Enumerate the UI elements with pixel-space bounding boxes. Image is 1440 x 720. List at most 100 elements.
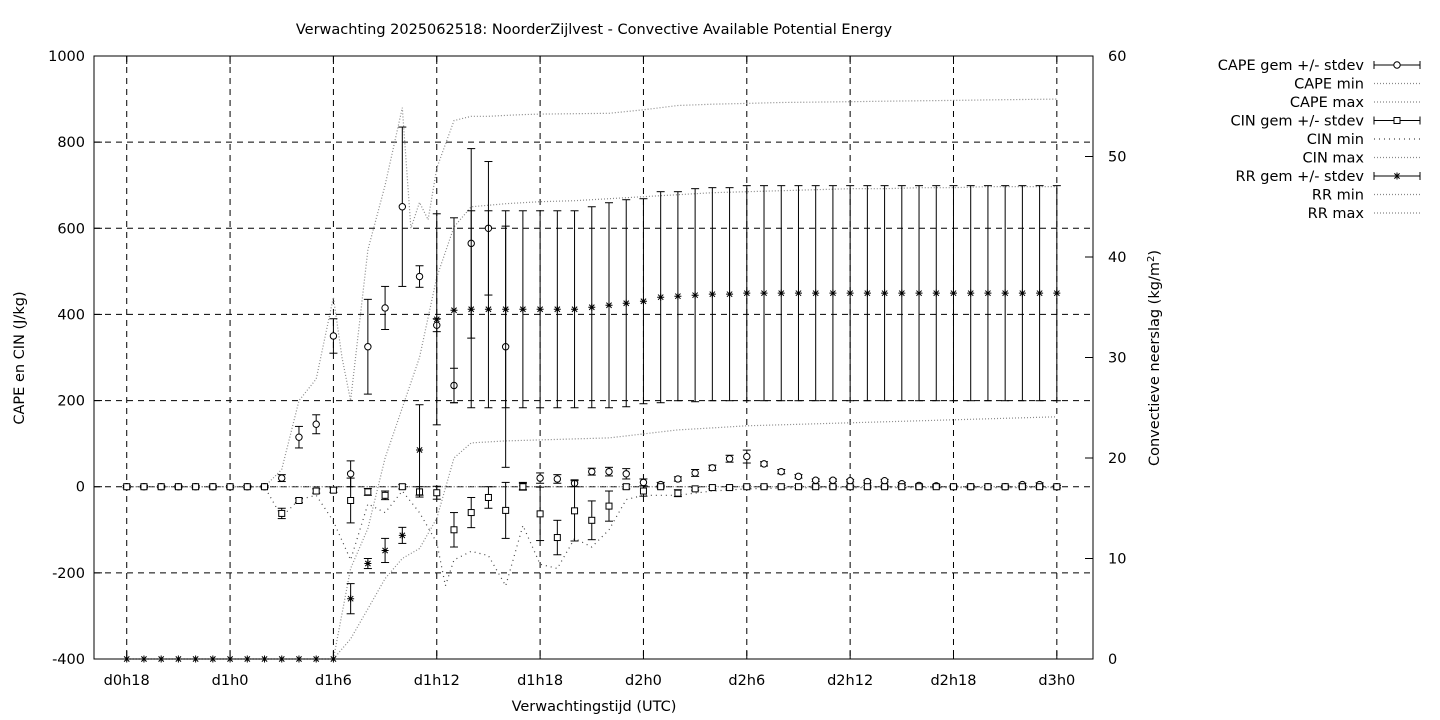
square-marker — [381, 491, 389, 499]
star-marker — [416, 446, 424, 454]
circle-marker — [588, 467, 596, 476]
star-marker — [846, 289, 854, 297]
square-marker — [691, 485, 699, 493]
star-marker — [1036, 289, 1044, 297]
square-marker — [536, 510, 544, 518]
grid-lines — [94, 55, 1093, 660]
x-tick-label: d3h0 — [1038, 673, 1075, 689]
y2-axis-label-sup: 2 — [1146, 256, 1157, 262]
star-marker — [691, 291, 699, 299]
star-marker — [881, 289, 889, 297]
errorbar-group — [122, 477, 1061, 556]
plot-frame — [93, 55, 1094, 660]
square-marker — [398, 483, 406, 491]
y2-tick-label: 60 — [1108, 49, 1126, 65]
square-marker — [639, 487, 647, 495]
square-marker — [881, 483, 889, 491]
star-marker — [984, 289, 992, 297]
circle-marker — [691, 469, 699, 477]
square-marker — [226, 483, 234, 491]
square-marker — [140, 483, 148, 491]
square-marker — [967, 483, 975, 491]
circle-marker — [811, 476, 820, 484]
circle-marker — [760, 460, 768, 468]
series-line — [126, 416, 1057, 660]
circle-marker — [674, 475, 682, 483]
square-marker — [726, 484, 734, 492]
star-marker — [657, 293, 665, 301]
circle-marker — [605, 467, 613, 476]
square-marker — [433, 489, 441, 497]
square-marker — [192, 483, 200, 491]
x-tick-label: d2h6 — [728, 673, 765, 689]
legend-label: CAPE max — [1290, 95, 1365, 111]
x-tick-label: d2h12 — [827, 673, 873, 689]
star-marker — [915, 289, 923, 297]
square-marker — [915, 483, 923, 491]
star-marker — [1001, 289, 1009, 297]
legend-label: CAPE gem +/- stdev — [1218, 58, 1365, 74]
square-marker — [243, 483, 251, 491]
star-marker — [726, 290, 734, 298]
errorbar-group — [123, 185, 1061, 663]
circle-marker — [1393, 61, 1401, 69]
star-marker — [605, 301, 613, 309]
square-marker — [777, 483, 785, 491]
square-marker — [708, 484, 716, 492]
legend-label: CAPE min — [1294, 77, 1364, 93]
star-marker — [622, 299, 630, 307]
circle-marker — [278, 474, 286, 482]
circle-marker — [415, 272, 424, 281]
legend-label: RR max — [1308, 206, 1365, 222]
star-marker — [794, 289, 802, 297]
legend-label: CIN max — [1303, 151, 1365, 167]
series-line — [126, 186, 1057, 660]
circle-marker — [708, 464, 717, 472]
square-marker — [295, 496, 303, 504]
y-tick-label: 600 — [57, 221, 85, 237]
star-marker — [553, 305, 561, 313]
square-marker — [622, 483, 630, 491]
circle-marker — [329, 332, 338, 340]
star-marker — [863, 289, 871, 297]
circle-marker — [880, 476, 889, 485]
star-marker — [760, 289, 768, 297]
star-marker — [743, 289, 751, 297]
star-marker — [1393, 172, 1401, 180]
star-marker — [829, 289, 837, 297]
square-marker — [519, 483, 527, 491]
y2-tick-label: 0 — [1108, 652, 1117, 668]
square-marker — [863, 483, 871, 491]
circle-marker — [398, 203, 407, 211]
circle-marker — [794, 472, 803, 481]
star-marker — [433, 315, 441, 323]
star-marker — [519, 305, 527, 313]
circle-marker — [743, 452, 751, 461]
circle-marker — [622, 470, 630, 478]
star-marker — [708, 290, 716, 298]
square-marker — [261, 483, 269, 491]
legend: CAPE gem +/- stdev CAPE min CAPE max CIN ge… — [1218, 58, 1421, 222]
square-marker — [571, 507, 579, 515]
y-tick-label: 400 — [57, 307, 85, 323]
y2-axis-label: Convectieve neerslag (kg/m2) — [1146, 250, 1163, 466]
y2-axis-label-tail: ) — [1147, 250, 1163, 256]
circle-marker — [536, 474, 544, 482]
y-axis-label: CAPE en CIN (J/kg) — [12, 291, 28, 424]
legend-label: RR gem +/- stdev — [1236, 169, 1365, 185]
star-marker — [571, 305, 579, 313]
y-tick-label: 1000 — [48, 49, 85, 65]
star-marker — [932, 289, 940, 297]
square-marker — [1053, 483, 1061, 491]
min-max-lines — [126, 98, 1057, 660]
square-marker — [743, 483, 751, 491]
square-marker — [829, 483, 837, 491]
star-marker — [536, 305, 544, 313]
square-marker — [467, 509, 475, 517]
y-tick-label: 200 — [57, 394, 85, 410]
square-marker — [484, 493, 492, 501]
y-tick-label: 0 — [76, 480, 85, 496]
circle-marker — [312, 420, 320, 428]
circle-marker — [295, 433, 303, 441]
